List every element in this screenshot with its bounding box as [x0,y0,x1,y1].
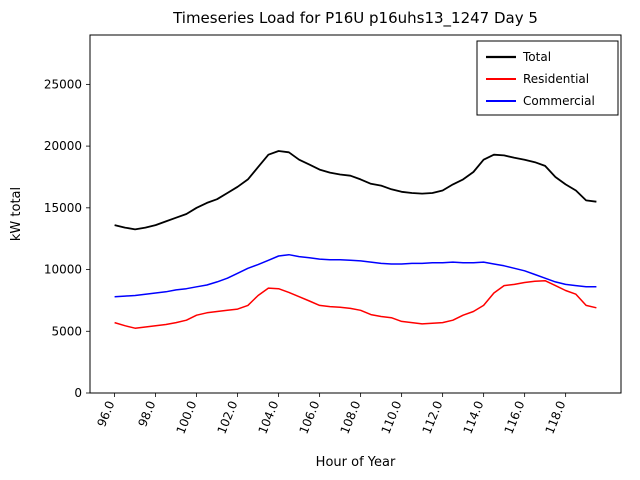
y-axis-tick-label: 5000 [51,324,82,338]
legend-box [476,40,619,116]
series-line-residential [114,279,597,329]
y-axis-tick-label: 25000 [44,77,82,91]
legend-label-total: Total [522,50,551,64]
legend-label-commercial: Commercial [523,94,595,108]
series-line-total [114,150,597,231]
x-axis-label: Hour of Year [316,455,396,470]
y-axis-tick-label: 0 [74,386,82,400]
y-axis-tick-label: 10000 [44,263,82,277]
chart-title: Timeseries Load for P16U p16uhs13_1247 D… [172,9,538,28]
y-axis-tick-label: 20000 [44,139,82,153]
series-line-commercial [114,253,597,298]
y-axis-label: kW total [9,187,24,241]
legend-label-residential: Residential [523,72,589,86]
y-axis-tick-label: 15000 [44,201,82,215]
